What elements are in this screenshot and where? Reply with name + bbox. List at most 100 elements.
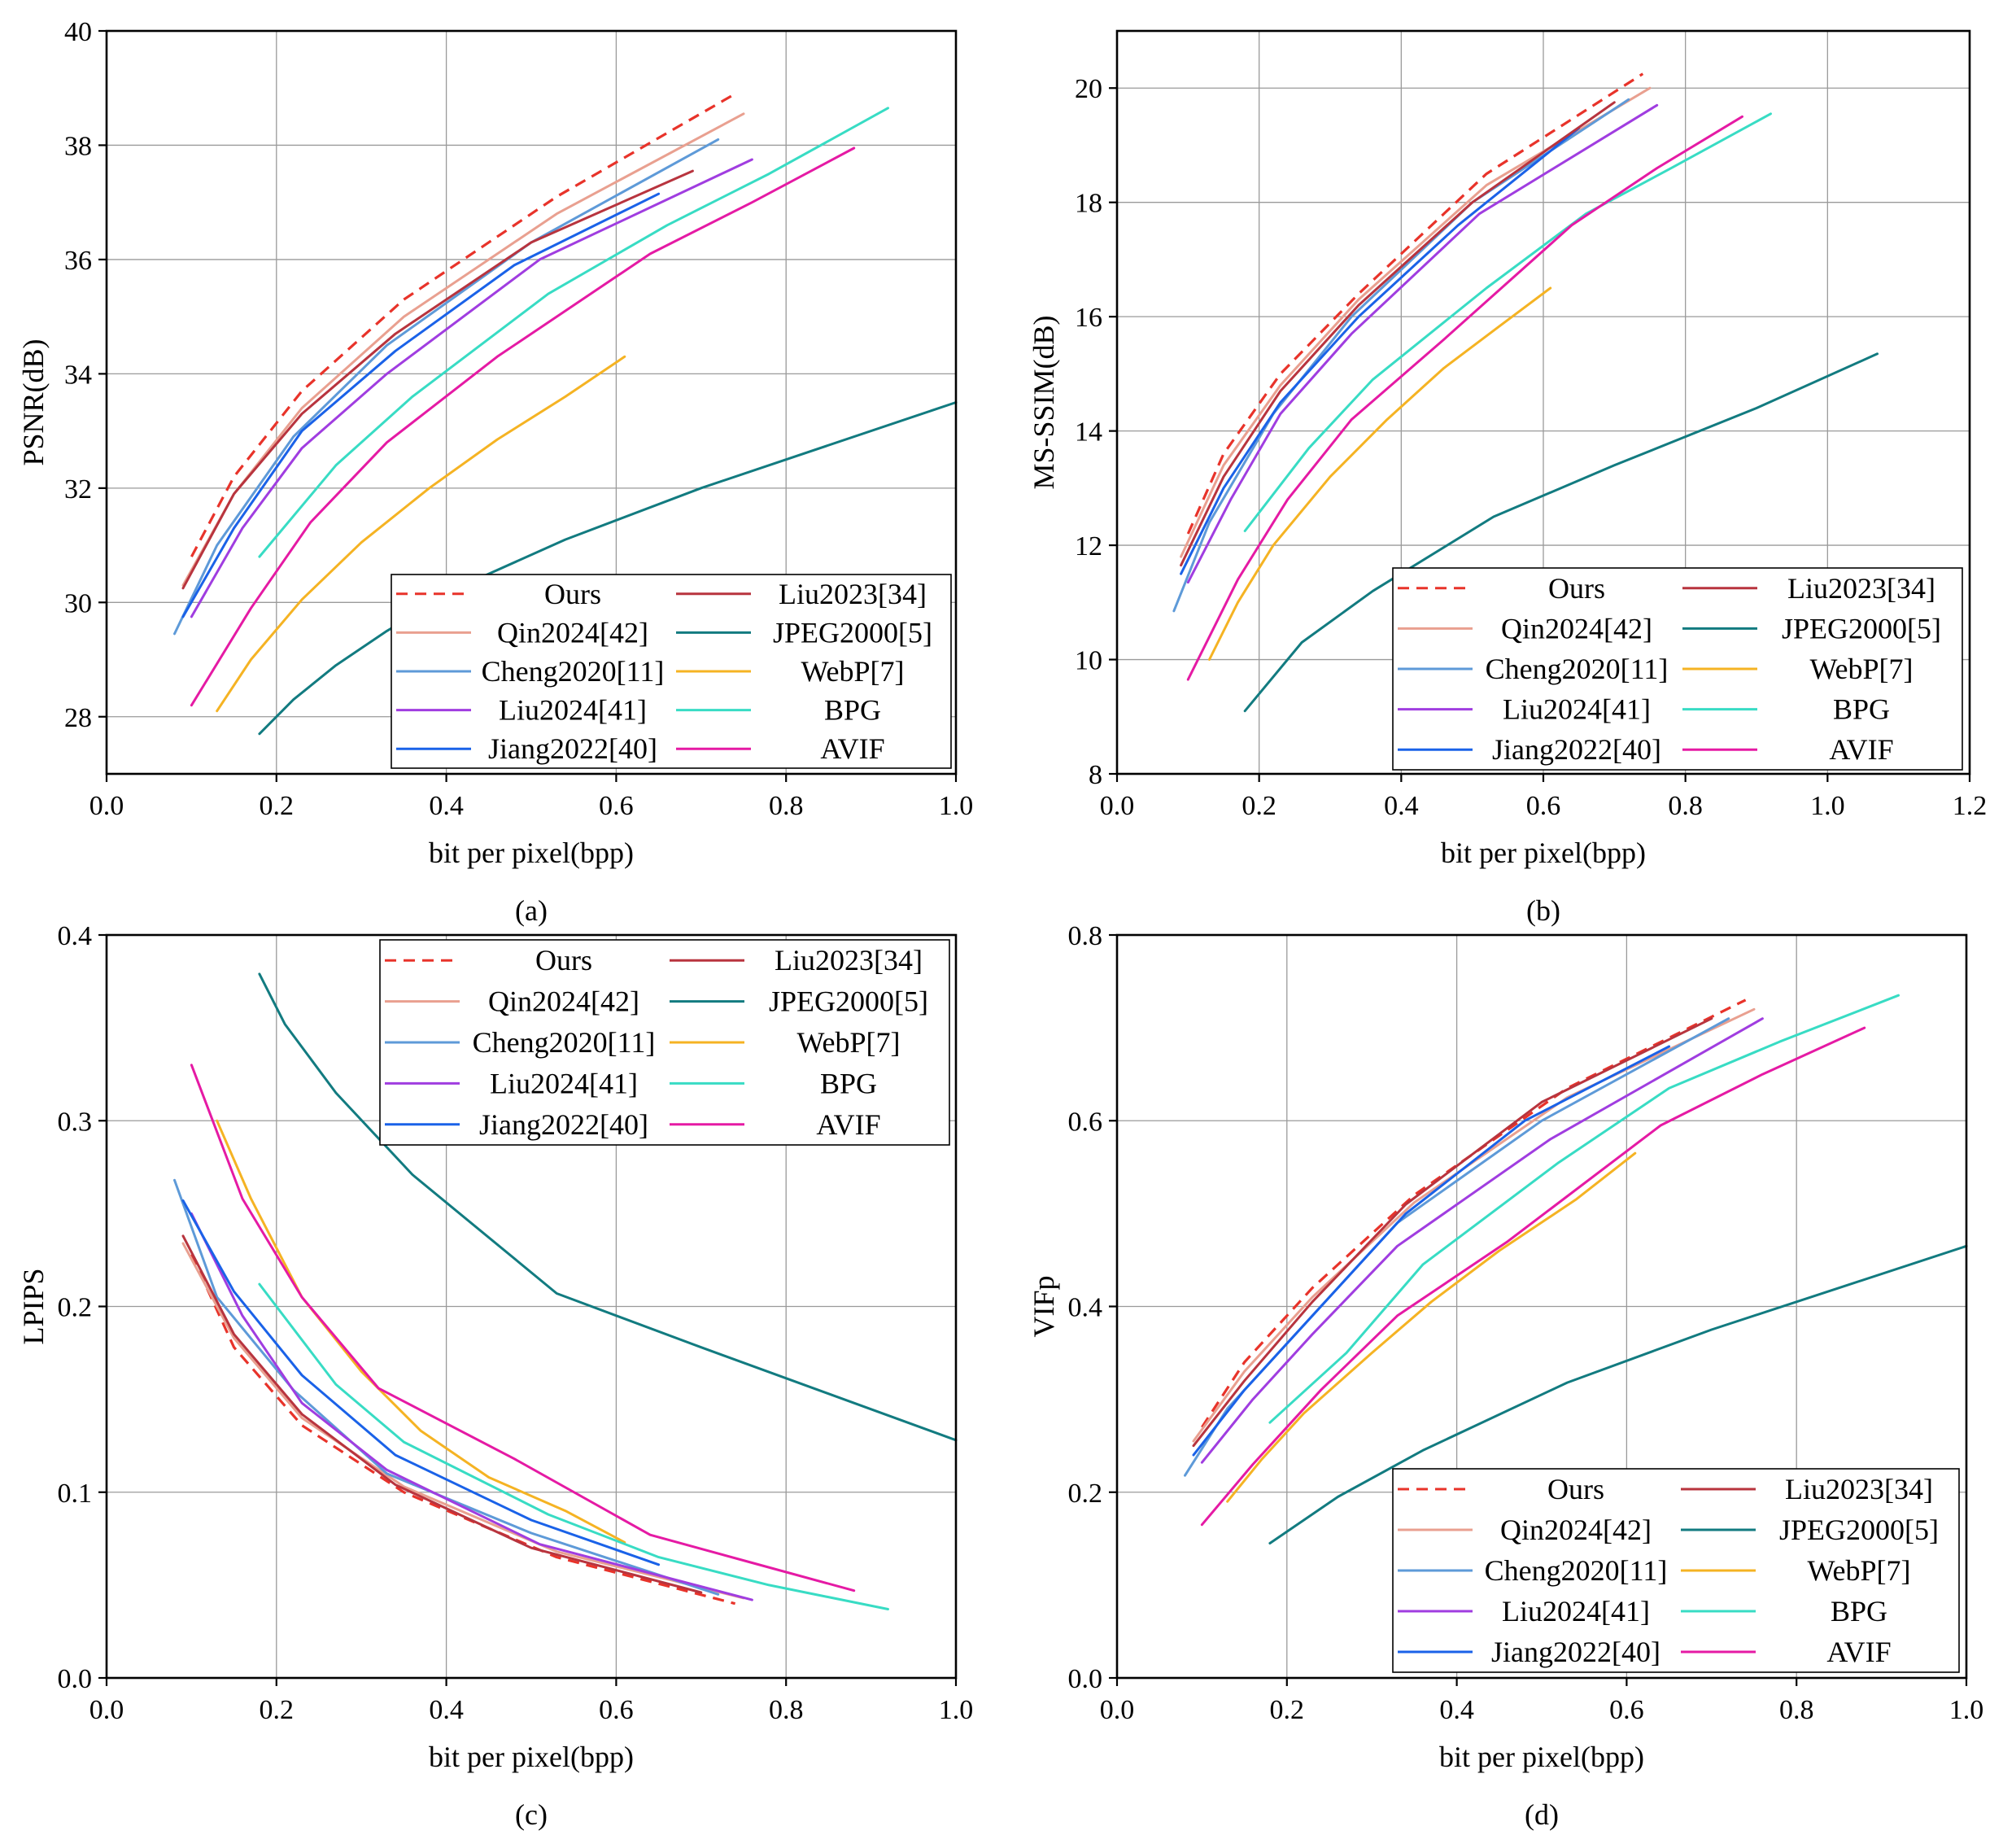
legend-label: AVIF [1826, 1636, 1891, 1668]
y-tick-label: 16 [1075, 303, 1102, 333]
legend-label: Liu2023[34] [1787, 572, 1935, 605]
legend-item: JPEG2000[5] [1682, 612, 1941, 644]
series-group [173, 92, 958, 736]
x-tick-label: 0.0 [1100, 1695, 1135, 1725]
series-line-liu2024-41 [190, 1212, 753, 1601]
y-tick-label: 36 [64, 246, 92, 276]
chart-panel-b: 0.0 0.2 0.4 0.6 0.8 1.0 1.2 8 10 12 14 16 18 20 bit pe… [1028, 29, 1987, 927]
x-tick-label: 0.4 [1439, 1695, 1474, 1725]
y-tick-label: 8 [1089, 760, 1102, 790]
x-tick-label: 1.0 [1949, 1695, 1984, 1725]
legend-item: WebP[7] [1682, 653, 1914, 685]
legend-label: Qin2024[42] [1501, 612, 1652, 644]
series-line-liu2023-34 [181, 169, 694, 590]
legend-item: Jiang2022[40] [1398, 733, 1661, 766]
y-tick-label: 0.3 [58, 1107, 93, 1137]
legend-label: Cheng2020[11] [1486, 653, 1669, 685]
legend-label: Liu2023[34] [1785, 1473, 1933, 1505]
x-tick-label: 0.4 [429, 791, 464, 821]
legend-item: Ours [396, 578, 601, 610]
legend-label: Ours [1548, 572, 1605, 605]
legend-item: Cheng2020[11] [1398, 1554, 1667, 1587]
y-tick-label: 0.8 [1068, 921, 1103, 951]
series-line-bpg [1268, 994, 1900, 1424]
x-tick-label: 0.8 [769, 791, 804, 821]
series-line-bpg [258, 107, 889, 558]
legend-label: BPG [1833, 693, 1890, 726]
y-tick-label: 0.1 [58, 1479, 93, 1509]
legend-label: WebP[7] [1809, 653, 1913, 685]
ticks: 0.0 0.2 0.4 0.6 0.8 1.0 0.0 0.1 0.2 0.3 0.4 [58, 921, 974, 1725]
y-tick-label: 12 [1075, 531, 1102, 561]
legend-item: Liu2024[41] [1398, 693, 1651, 726]
legend-item: Liu2024[41] [1398, 1595, 1650, 1627]
series-line-jpeg2000-5 [1243, 352, 1879, 713]
legend-label: Cheng2020[11] [1485, 1554, 1668, 1587]
x-tick-label: 0.6 [599, 791, 634, 821]
legend-label: Liu2024[41] [1502, 1595, 1650, 1627]
y-tick-label: 20 [1075, 74, 1102, 104]
x-tick-label: 0.4 [1384, 791, 1419, 821]
legend-item: JPEG2000[5] [670, 985, 928, 1018]
legend-label: AVIF [1829, 733, 1893, 766]
legend: Ours Qin2024[42] Cheng2020[11] Liu2024[41] J… [379, 939, 950, 1146]
series-line-qin2024-42 [181, 1242, 745, 1600]
legend-label: BPG [824, 694, 881, 727]
series-line-ours [1186, 72, 1644, 535]
series-line-bpg [1243, 112, 1772, 532]
y-tick-label: 0.0 [1068, 1664, 1103, 1694]
x-tick-label: 0.0 [89, 791, 124, 821]
legend-label: Liu2024[41] [499, 694, 647, 727]
series-line-liu2023-34 [1180, 101, 1616, 567]
series-group [1172, 72, 1879, 713]
y-tick-label: 38 [64, 131, 92, 161]
legend-box [379, 939, 950, 1146]
legend-item: AVIF [676, 732, 885, 765]
legend-item: Jiang2022[40] [385, 1108, 648, 1141]
legend-label: JPEG2000[5] [1779, 1514, 1939, 1546]
x-axis-label: bit per pixel(bpp) [429, 1741, 634, 1773]
series-line-jiang2022-40 [1180, 126, 1581, 575]
series-line-webp-7 [1226, 1151, 1637, 1503]
legend-label: WebP[7] [1807, 1554, 1910, 1587]
legend-label: Jiang2022[40] [488, 732, 657, 765]
legend-item: Cheng2020[11] [396, 655, 664, 688]
y-tick-label: 14 [1075, 417, 1102, 448]
legend-label: BPG [820, 1067, 877, 1099]
legend: Ours Qin2024[42] Cheng2020[11] Liu2024[41] J… [1392, 1468, 1960, 1673]
x-tick-label: 0.0 [89, 1695, 124, 1725]
legend-label: JPEG2000[5] [769, 985, 928, 1018]
series-line-jpeg2000-5 [1268, 1244, 1968, 1544]
legend-label: Qin2024[42] [488, 985, 639, 1018]
x-tick-label: 1.2 [1953, 791, 1988, 821]
y-tick-label: 0.0 [58, 1664, 93, 1694]
y-tick-label: 40 [64, 17, 92, 47]
chart-panel-d: 0.0 0.2 0.4 0.6 0.8 1.0 0.0 0.2 0.4 0.6 0.8 bit per… [1028, 921, 1983, 1831]
x-tick-label: 0.6 [1609, 1695, 1644, 1725]
y-tick-label: 34 [64, 360, 92, 390]
y-tick-label: 28 [64, 703, 92, 733]
ticks: 0.0 0.2 0.4 0.6 0.8 1.0 1.2 8 10 12 14 16 18 20 [1075, 74, 1987, 821]
series-line-ours [1201, 998, 1747, 1428]
series-line-webp-7 [216, 1119, 626, 1544]
legend-item: WebP[7] [670, 1026, 901, 1059]
series-line-jiang2022-40 [181, 192, 661, 618]
legend-box [391, 574, 952, 769]
chart-panel-a: 0.0 0.2 0.4 0.6 0.8 1.0 28 30 32 34 36 38 40 bit per … [17, 17, 973, 927]
y-tick-label: 0.6 [1068, 1107, 1103, 1137]
legend-item: Liu2023[34] [1682, 572, 1935, 605]
legend-item: Cheng2020[11] [385, 1026, 655, 1059]
x-tick-label: 0.2 [260, 791, 295, 821]
legend-label: Jiang2022[40] [479, 1108, 648, 1141]
legend-label: Cheng2020[11] [482, 655, 665, 688]
series-line-liu2024-41 [1200, 1017, 1764, 1464]
legend-item: Liu2023[34] [1681, 1473, 1933, 1505]
legend-box [1392, 1468, 1960, 1673]
series-line-avif [1200, 1026, 1866, 1527]
series-line-jpeg2000-5 [258, 972, 958, 1442]
series-line-liu2024-41 [190, 158, 753, 618]
y-axis-label: VIFp [1028, 1275, 1060, 1337]
legend-label: WebP[7] [801, 655, 904, 688]
x-axis-label: bit per pixel(bpp) [429, 837, 634, 869]
